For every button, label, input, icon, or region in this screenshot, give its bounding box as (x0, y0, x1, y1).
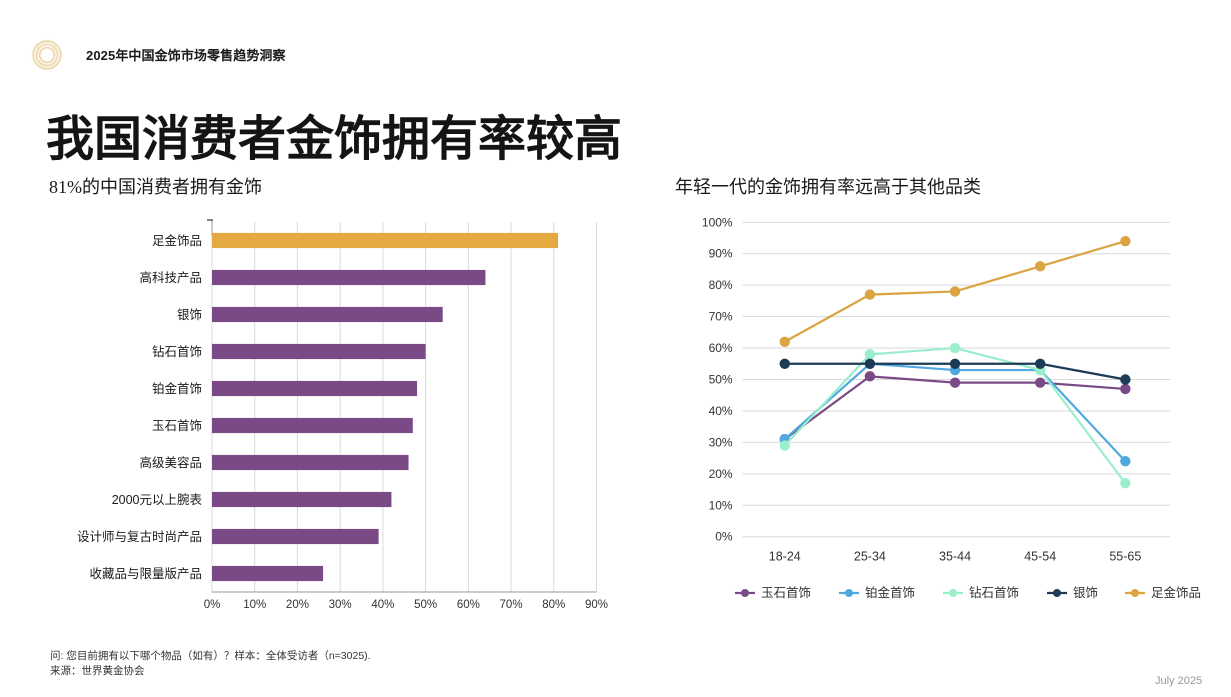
svg-text:30%: 30% (709, 435, 733, 449)
svg-text:80%: 80% (709, 278, 733, 292)
svg-text:钻石首饰: 钻石首饰 (152, 344, 202, 359)
svg-text:50%: 50% (709, 373, 733, 387)
svg-text:55-65: 55-65 (1109, 550, 1141, 564)
svg-text:玉石首饰: 玉石首饰 (152, 419, 202, 433)
svg-text:35-44: 35-44 (939, 550, 971, 564)
svg-text:40%: 40% (709, 404, 733, 418)
svg-text:20%: 20% (286, 599, 309, 611)
svg-text:足金饰品: 足金饰品 (1151, 585, 1201, 600)
svg-text:2000元以上腕表: 2000元以上腕表 (112, 492, 203, 507)
svg-text:铂金首饰: 铂金首饰 (865, 585, 915, 600)
svg-text:40%: 40% (371, 599, 394, 611)
svg-text:70%: 70% (500, 599, 523, 611)
svg-text:70%: 70% (709, 310, 733, 324)
svg-text:30%: 30% (329, 599, 352, 611)
svg-text:25-34: 25-34 (854, 550, 886, 564)
svg-text:90%: 90% (585, 599, 608, 611)
svg-text:0%: 0% (204, 599, 221, 611)
svg-text:60%: 60% (709, 341, 733, 355)
svg-text:银饰: 银饰 (1073, 586, 1098, 600)
svg-text:钻石首饰: 钻石首饰 (969, 585, 1019, 600)
svg-text:100%: 100% (702, 215, 733, 229)
svg-text:45-54: 45-54 (1024, 550, 1056, 564)
svg-text:银饰: 银饰 (177, 308, 202, 322)
svg-text:设计师与复古时尚产品: 设计师与复古时尚产品 (77, 529, 202, 544)
svg-text:玉石首饰: 玉石首饰 (761, 586, 811, 600)
svg-text:80%: 80% (542, 599, 565, 611)
svg-text:足金饰品: 足金饰品 (152, 233, 202, 248)
svg-text:收藏品与限量版产品: 收藏品与限量版产品 (89, 567, 202, 581)
svg-text:高级美容品: 高级美容品 (139, 455, 202, 470)
svg-text:铂金首饰: 铂金首饰 (152, 381, 202, 396)
svg-text:10%: 10% (243, 599, 266, 611)
svg-text:90%: 90% (709, 247, 733, 261)
svg-text:0%: 0% (715, 530, 733, 544)
svg-text:10%: 10% (709, 498, 733, 512)
svg-text:50%: 50% (414, 599, 437, 611)
svg-text:18-24: 18-24 (769, 550, 801, 564)
svg-text:高科技产品: 高科技产品 (139, 270, 202, 285)
svg-text:20%: 20% (709, 467, 733, 481)
svg-text:60%: 60% (457, 599, 480, 611)
